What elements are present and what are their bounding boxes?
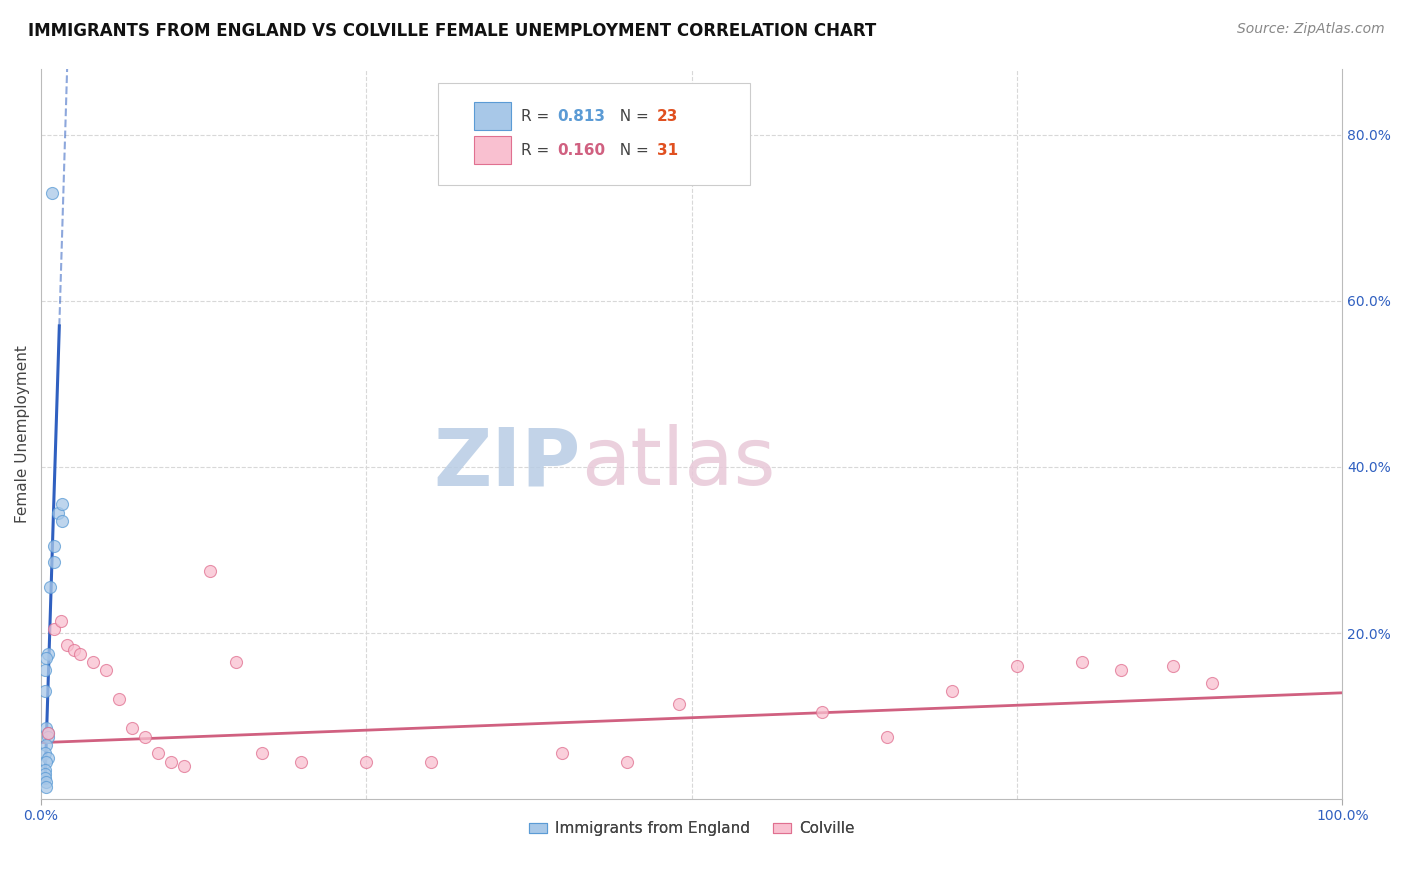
Point [35,755,58,769]
Text: 31: 31 [657,143,678,158]
Point [356,755,378,769]
Point [35,722,58,736]
Point [121,722,143,736]
Point [35,738,58,752]
Text: N =: N = [610,109,654,123]
Text: 0.160: 0.160 [558,143,606,158]
Text: Source: ZipAtlas.com: Source: ZipAtlas.com [1237,22,1385,37]
Point [62,642,84,657]
Point [34,664,56,678]
Point [941,684,963,698]
Point [200,564,222,578]
Point [668,697,690,711]
Point [41,186,63,200]
Point [49,614,72,628]
Text: IMMIGRANTS FROM ENGLAND VS COLVILLE FEMALE UNEMPLOYMENT CORRELATION CHART: IMMIGRANTS FROM ENGLAND VS COLVILLE FEMA… [28,22,876,40]
Point [1005,659,1028,673]
Point [876,730,898,744]
Point [69,647,91,661]
Text: N =: N = [610,143,654,158]
Point [148,747,170,761]
Text: R =: R = [522,143,554,158]
Point [252,747,274,761]
FancyBboxPatch shape [437,83,751,186]
Text: ZIP: ZIP [434,424,581,502]
Point [1201,676,1223,690]
Point [56,639,79,653]
Point [160,755,183,769]
Point [225,655,247,669]
Point [1109,664,1132,678]
FancyBboxPatch shape [474,136,510,164]
Text: 0.813: 0.813 [558,109,606,123]
Point [37,725,59,739]
Point [42,556,65,570]
Point [37,725,59,739]
Point [35,775,58,789]
Point [35,651,58,665]
Point [37,647,59,661]
Point [39,580,62,594]
Point [42,539,65,553]
Point [35,780,58,794]
Point [51,497,73,511]
Point [34,767,56,781]
Point [51,514,73,528]
Point [34,684,56,698]
Point [96,664,118,678]
Point [46,506,69,520]
Point [290,755,312,769]
Point [42,622,65,636]
Point [37,750,59,764]
Point [34,763,56,777]
Point [34,747,56,761]
Point [810,705,832,719]
Point [37,730,59,744]
Point [82,655,104,669]
Point [1161,659,1184,673]
Point [1071,655,1094,669]
Text: atlas: atlas [581,424,776,502]
Text: 23: 23 [657,109,678,123]
Point [616,755,638,769]
Point [108,692,131,706]
Point [134,730,156,744]
Y-axis label: Female Unemployment: Female Unemployment [15,345,30,523]
Legend: Immigrants from England, Colville: Immigrants from England, Colville [523,815,860,843]
Point [550,747,572,761]
Point [420,755,443,769]
Point [34,772,56,786]
Text: R =: R = [522,109,554,123]
Point [173,759,195,773]
FancyBboxPatch shape [474,102,510,130]
